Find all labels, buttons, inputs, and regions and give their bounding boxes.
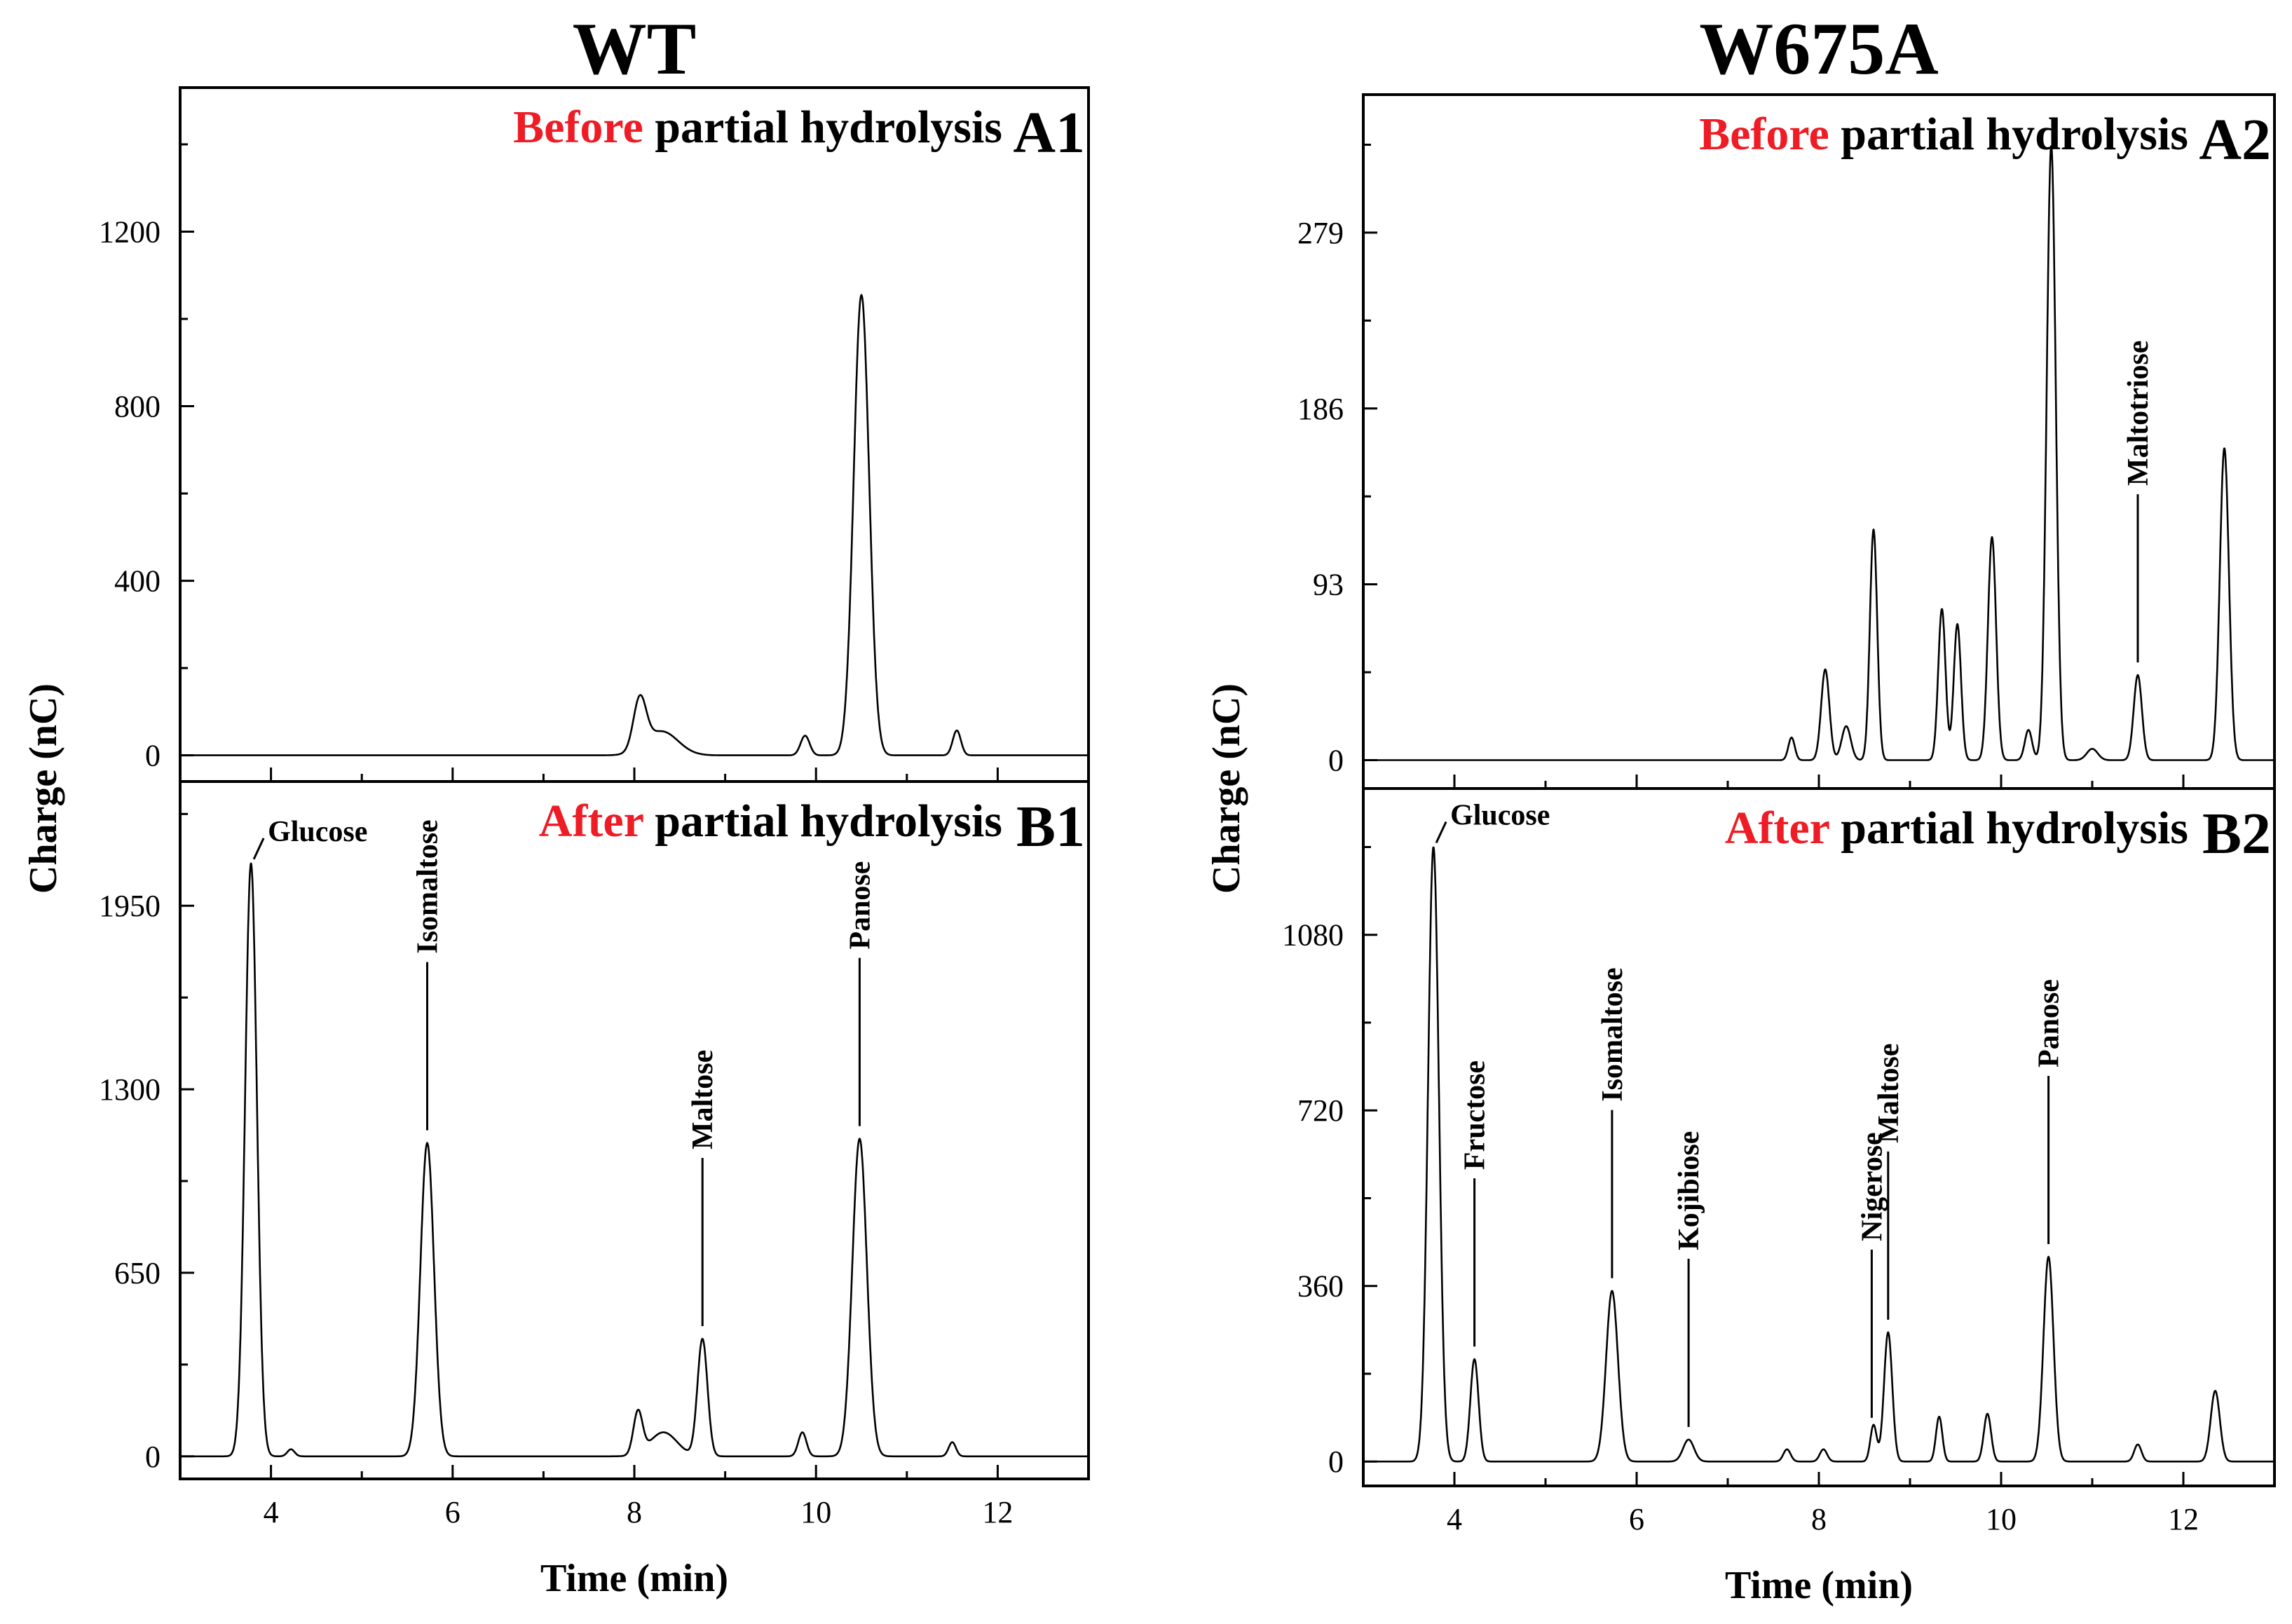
panel-header: After partial hydrolysis	[1725, 803, 2188, 854]
y-tick-label: 0	[1328, 1445, 1344, 1479]
x-tick-label: 12	[982, 1495, 1013, 1529]
peak-label: Panose	[844, 861, 876, 950]
panel-b2: 0 360 720 1080 After partial hydrolysis B2 Glu…	[1282, 787, 2276, 1487]
y-axis-label: Charge (nC)	[22, 683, 65, 894]
x-tick-label: 8	[1811, 1502, 1827, 1536]
panel-a2: 0 93 186 279 Before partial hydrolysis A2 Malt…	[1297, 93, 2276, 790]
y-tick-label: 1300	[99, 1072, 161, 1107]
y-tick-label: 800	[114, 390, 161, 424]
panel-id-label: A2	[2199, 107, 2271, 172]
y-tick-label: 279	[1297, 216, 1344, 250]
x-tick-label: 4	[1447, 1502, 1462, 1536]
y-tick-label: 0	[1328, 744, 1344, 778]
column-title: W675A	[1699, 8, 1939, 90]
panel-frame	[179, 780, 1090, 1480]
panel-a1: 0 400 800 1200 Before partial hydrolysis A1	[99, 86, 1090, 783]
y-tick-label: 93	[1313, 568, 1344, 602]
x-axis-label: Time (min)	[540, 1557, 728, 1600]
panel-header-rest: partial hydrolysis	[643, 796, 1002, 847]
y-tick-label: 1950	[99, 889, 161, 923]
column-title: WT	[573, 8, 697, 90]
panel-header: Before partial hydrolysis	[513, 102, 1002, 153]
panel-header-highlight: Before	[1699, 109, 1829, 160]
peak-label: Maltose	[687, 1050, 719, 1149]
panel-id-label: B2	[2202, 801, 2271, 866]
x-tick-label: 4	[264, 1495, 279, 1529]
peak-label: Isomaltose	[1597, 967, 1629, 1101]
panel-header-highlight: After	[1725, 803, 1829, 854]
panel-b1: 0 650 1300 1950 After partial hydrolysis B1 Gl…	[99, 780, 1090, 1480]
panel-header-rest: partial hydrolysis	[643, 102, 1002, 153]
wt-column: WT Charge (nC) Time (min) 0 400 800 1200 Before…	[22, 8, 1090, 1600]
peak-label: Kojibiose	[1673, 1131, 1705, 1250]
panel-header-highlight: After	[539, 796, 643, 847]
panel-header-rest: partial hydrolysis	[1829, 109, 2188, 160]
x-tick-label: 10	[800, 1495, 831, 1529]
y-tick-label: 1200	[99, 214, 161, 249]
peak-label: Glucose	[268, 816, 367, 848]
peak-label: Isomaltose	[412, 819, 444, 953]
y-tick-label: 720	[1297, 1093, 1344, 1128]
peak-label: Maltotriose	[2122, 341, 2155, 486]
peak-label: Glucose	[1450, 799, 1550, 831]
panel-header-rest: partial hydrolysis	[1829, 803, 2188, 854]
x-tick-label: 6	[445, 1495, 461, 1529]
peak-label: Panose	[2033, 979, 2066, 1067]
y-tick-label: 0	[145, 739, 161, 773]
y-axis-label: Charge (nC)	[1205, 683, 1248, 894]
panel-frame	[179, 86, 1090, 783]
peak-label: Nigerose	[1856, 1132, 1888, 1241]
peak-label: Maltose	[1873, 1044, 1905, 1143]
peak-leader-line	[252, 838, 265, 860]
panel-header-highlight: Before	[513, 102, 643, 153]
panel-id-label: B1	[1016, 794, 1085, 859]
panel-header: Before partial hydrolysis	[1699, 109, 2188, 160]
w675a-column: W675A Charge (nC) Time (min) 0 93 186 279 Befor…	[1205, 8, 2276, 1607]
y-tick-label: 360	[1297, 1269, 1344, 1304]
panel-header: After partial hydrolysis	[539, 796, 1002, 847]
y-tick-label: 400	[114, 564, 161, 599]
x-tick-label: 8	[627, 1495, 642, 1529]
x-tick-label: 12	[2168, 1502, 2199, 1536]
chromatogram-trace	[179, 862, 1089, 1458]
peak-leader-line	[1435, 821, 1447, 844]
panel-frame	[1362, 787, 2276, 1487]
panel-id-label: A1	[1013, 100, 1085, 165]
x-axis-label: Time (min)	[1725, 1564, 1913, 1607]
y-tick-label: 186	[1297, 392, 1344, 426]
y-tick-label: 0	[145, 1440, 161, 1474]
x-tick-label: 6	[1629, 1502, 1644, 1536]
chromatogram-trace	[1363, 145, 2275, 761]
peak-label: Fructose	[1459, 1060, 1492, 1170]
y-tick-label: 650	[114, 1256, 161, 1290]
chromatogram-trace	[179, 294, 1089, 756]
chromatogram-trace	[1363, 846, 2275, 1463]
y-tick-label: 1080	[1282, 918, 1344, 953]
x-tick-label: 10	[1986, 1502, 2017, 1536]
